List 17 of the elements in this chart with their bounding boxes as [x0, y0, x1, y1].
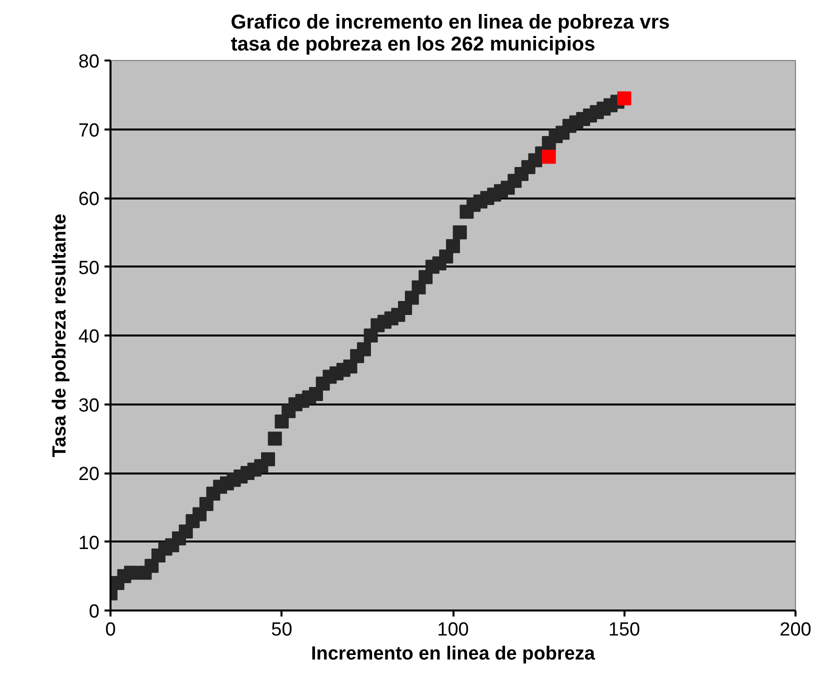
y-tick-label: 20	[78, 464, 100, 485]
y-tick-label: 60	[78, 189, 100, 210]
x-axis-title: Incremento en linea de pobreza	[310, 644, 596, 664]
y-tick-label: 0	[88, 602, 100, 622]
x-tick-label: 150	[608, 620, 640, 640]
y-tick-label: 30	[78, 395, 100, 416]
x-tick-label: 0	[105, 620, 116, 640]
x-tick-label: 100	[437, 620, 469, 640]
y-tick-label: 50	[78, 258, 100, 279]
chart-title: Grafico de incremento en linea de pobreza vrs tasa de pobreza en los 262 municipios	[230, 12, 670, 56]
y-tick-label: 10	[78, 532, 100, 554]
y-axis-title: Tasa de pobreza resultante	[49, 214, 70, 458]
x-tick-label: 50	[271, 620, 292, 640]
x-tick-label: 200	[780, 620, 812, 640]
y-tick-label: 70	[78, 120, 100, 142]
y-tick-label: 80	[78, 52, 100, 72]
y-tick-label: 40	[78, 326, 100, 348]
